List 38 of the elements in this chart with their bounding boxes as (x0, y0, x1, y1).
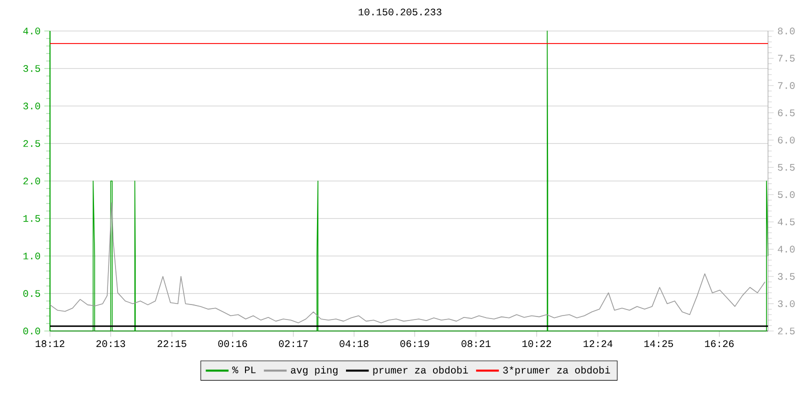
y-tick-label: 1.5 (23, 215, 40, 222)
x-tick-label: 06:19 (400, 340, 430, 348)
y2-tick-label: 7.5 (778, 54, 795, 62)
y-tick-label: 4.0 (23, 28, 40, 34)
legend-label: prumer za obdobi (373, 366, 468, 376)
y-tick-label: 3.5 (23, 65, 40, 72)
legend-label: % PL (232, 366, 256, 374)
legend-label: 3*prumer za obdobi (503, 366, 610, 376)
x-tick-label: 10:22 (522, 340, 551, 348)
y-tick-label: 2.5 (23, 140, 40, 147)
y2-tick-label: 2.5 (778, 328, 795, 334)
legend-label: avg ping (290, 366, 338, 376)
x-tick-label: 22:15 (158, 340, 186, 348)
y-tick-label: 0.0 (23, 328, 40, 334)
x-tick-label: 20:13 (96, 340, 126, 348)
x-tick-label: 12:24 (584, 340, 612, 347)
y2-tick-label: 3.0 (778, 300, 795, 308)
y2-tick-label: 4.5 (778, 218, 795, 226)
y-tick-label: 1.0 (23, 252, 40, 260)
x-tick-label: 08:21 (462, 340, 491, 348)
chart-title: 10.150.205.233 (358, 8, 442, 16)
x-tick-label: 16:26 (705, 340, 734, 348)
x-tick-label: 18:12 (36, 340, 64, 348)
y2-tick-label: 6.5 (778, 109, 795, 116)
y2-tick-label: 7.0 (778, 82, 795, 89)
x-tick-label: 04:18 (340, 340, 368, 348)
y2-tick-label: 5.0 (778, 191, 795, 198)
x-tick-label: 00:16 (218, 340, 247, 348)
x-tick-label: 02:17 (278, 340, 308, 348)
y2-tick-label: 4.0 (778, 246, 795, 253)
y-tick-label: 0.5 (23, 290, 40, 297)
y2-tick-label: 6.0 (778, 136, 795, 144)
y2-tick-label: 5.5 (778, 164, 795, 171)
y-tick-label: 2.0 (23, 178, 40, 184)
y2-tick-label: 8.0 (778, 28, 795, 34)
y2-tick-label: 3.5 (778, 273, 795, 280)
x-tick-label: 14:25 (644, 340, 673, 348)
y-tick-label: 3.0 (23, 102, 40, 110)
